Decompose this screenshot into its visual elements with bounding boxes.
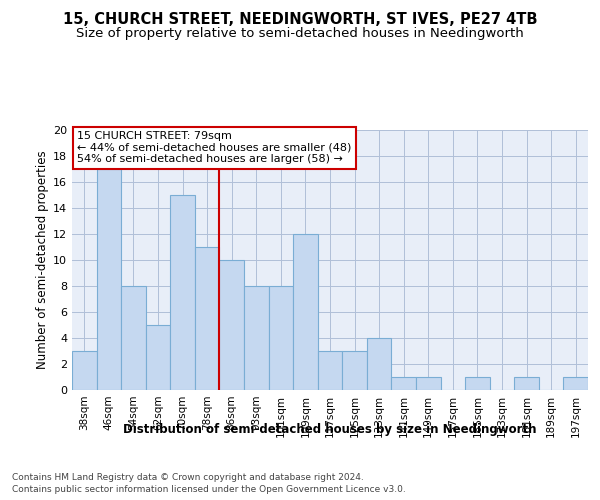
Bar	[391, 377, 416, 390]
Text: Contains public sector information licensed under the Open Government Licence v3: Contains public sector information licen…	[12, 485, 406, 494]
Text: 15, CHURCH STREET, NEEDINGWORTH, ST IVES, PE27 4TB: 15, CHURCH STREET, NEEDINGWORTH, ST IVES…	[63, 12, 537, 28]
Bar	[342, 351, 367, 390]
Bar	[318, 351, 342, 390]
Bar	[244, 286, 269, 390]
Bar	[465, 377, 490, 390]
Text: Size of property relative to semi-detached houses in Needingworth: Size of property relative to semi-detach…	[76, 28, 524, 40]
Bar	[563, 377, 588, 390]
Bar	[97, 169, 121, 390]
Y-axis label: Number of semi-detached properties: Number of semi-detached properties	[36, 150, 49, 370]
Bar	[293, 234, 318, 390]
Bar	[146, 325, 170, 390]
Bar	[170, 195, 195, 390]
Bar	[416, 377, 440, 390]
Text: Contains HM Land Registry data © Crown copyright and database right 2024.: Contains HM Land Registry data © Crown c…	[12, 472, 364, 482]
Bar	[72, 351, 97, 390]
Bar	[269, 286, 293, 390]
Text: 15 CHURCH STREET: 79sqm
← 44% of semi-detached houses are smaller (48)
54% of se: 15 CHURCH STREET: 79sqm ← 44% of semi-de…	[77, 132, 352, 164]
Bar	[367, 338, 391, 390]
Bar	[121, 286, 146, 390]
Bar	[220, 260, 244, 390]
Bar	[514, 377, 539, 390]
Text: Distribution of semi-detached houses by size in Needingworth: Distribution of semi-detached houses by …	[123, 422, 537, 436]
Bar	[195, 247, 220, 390]
